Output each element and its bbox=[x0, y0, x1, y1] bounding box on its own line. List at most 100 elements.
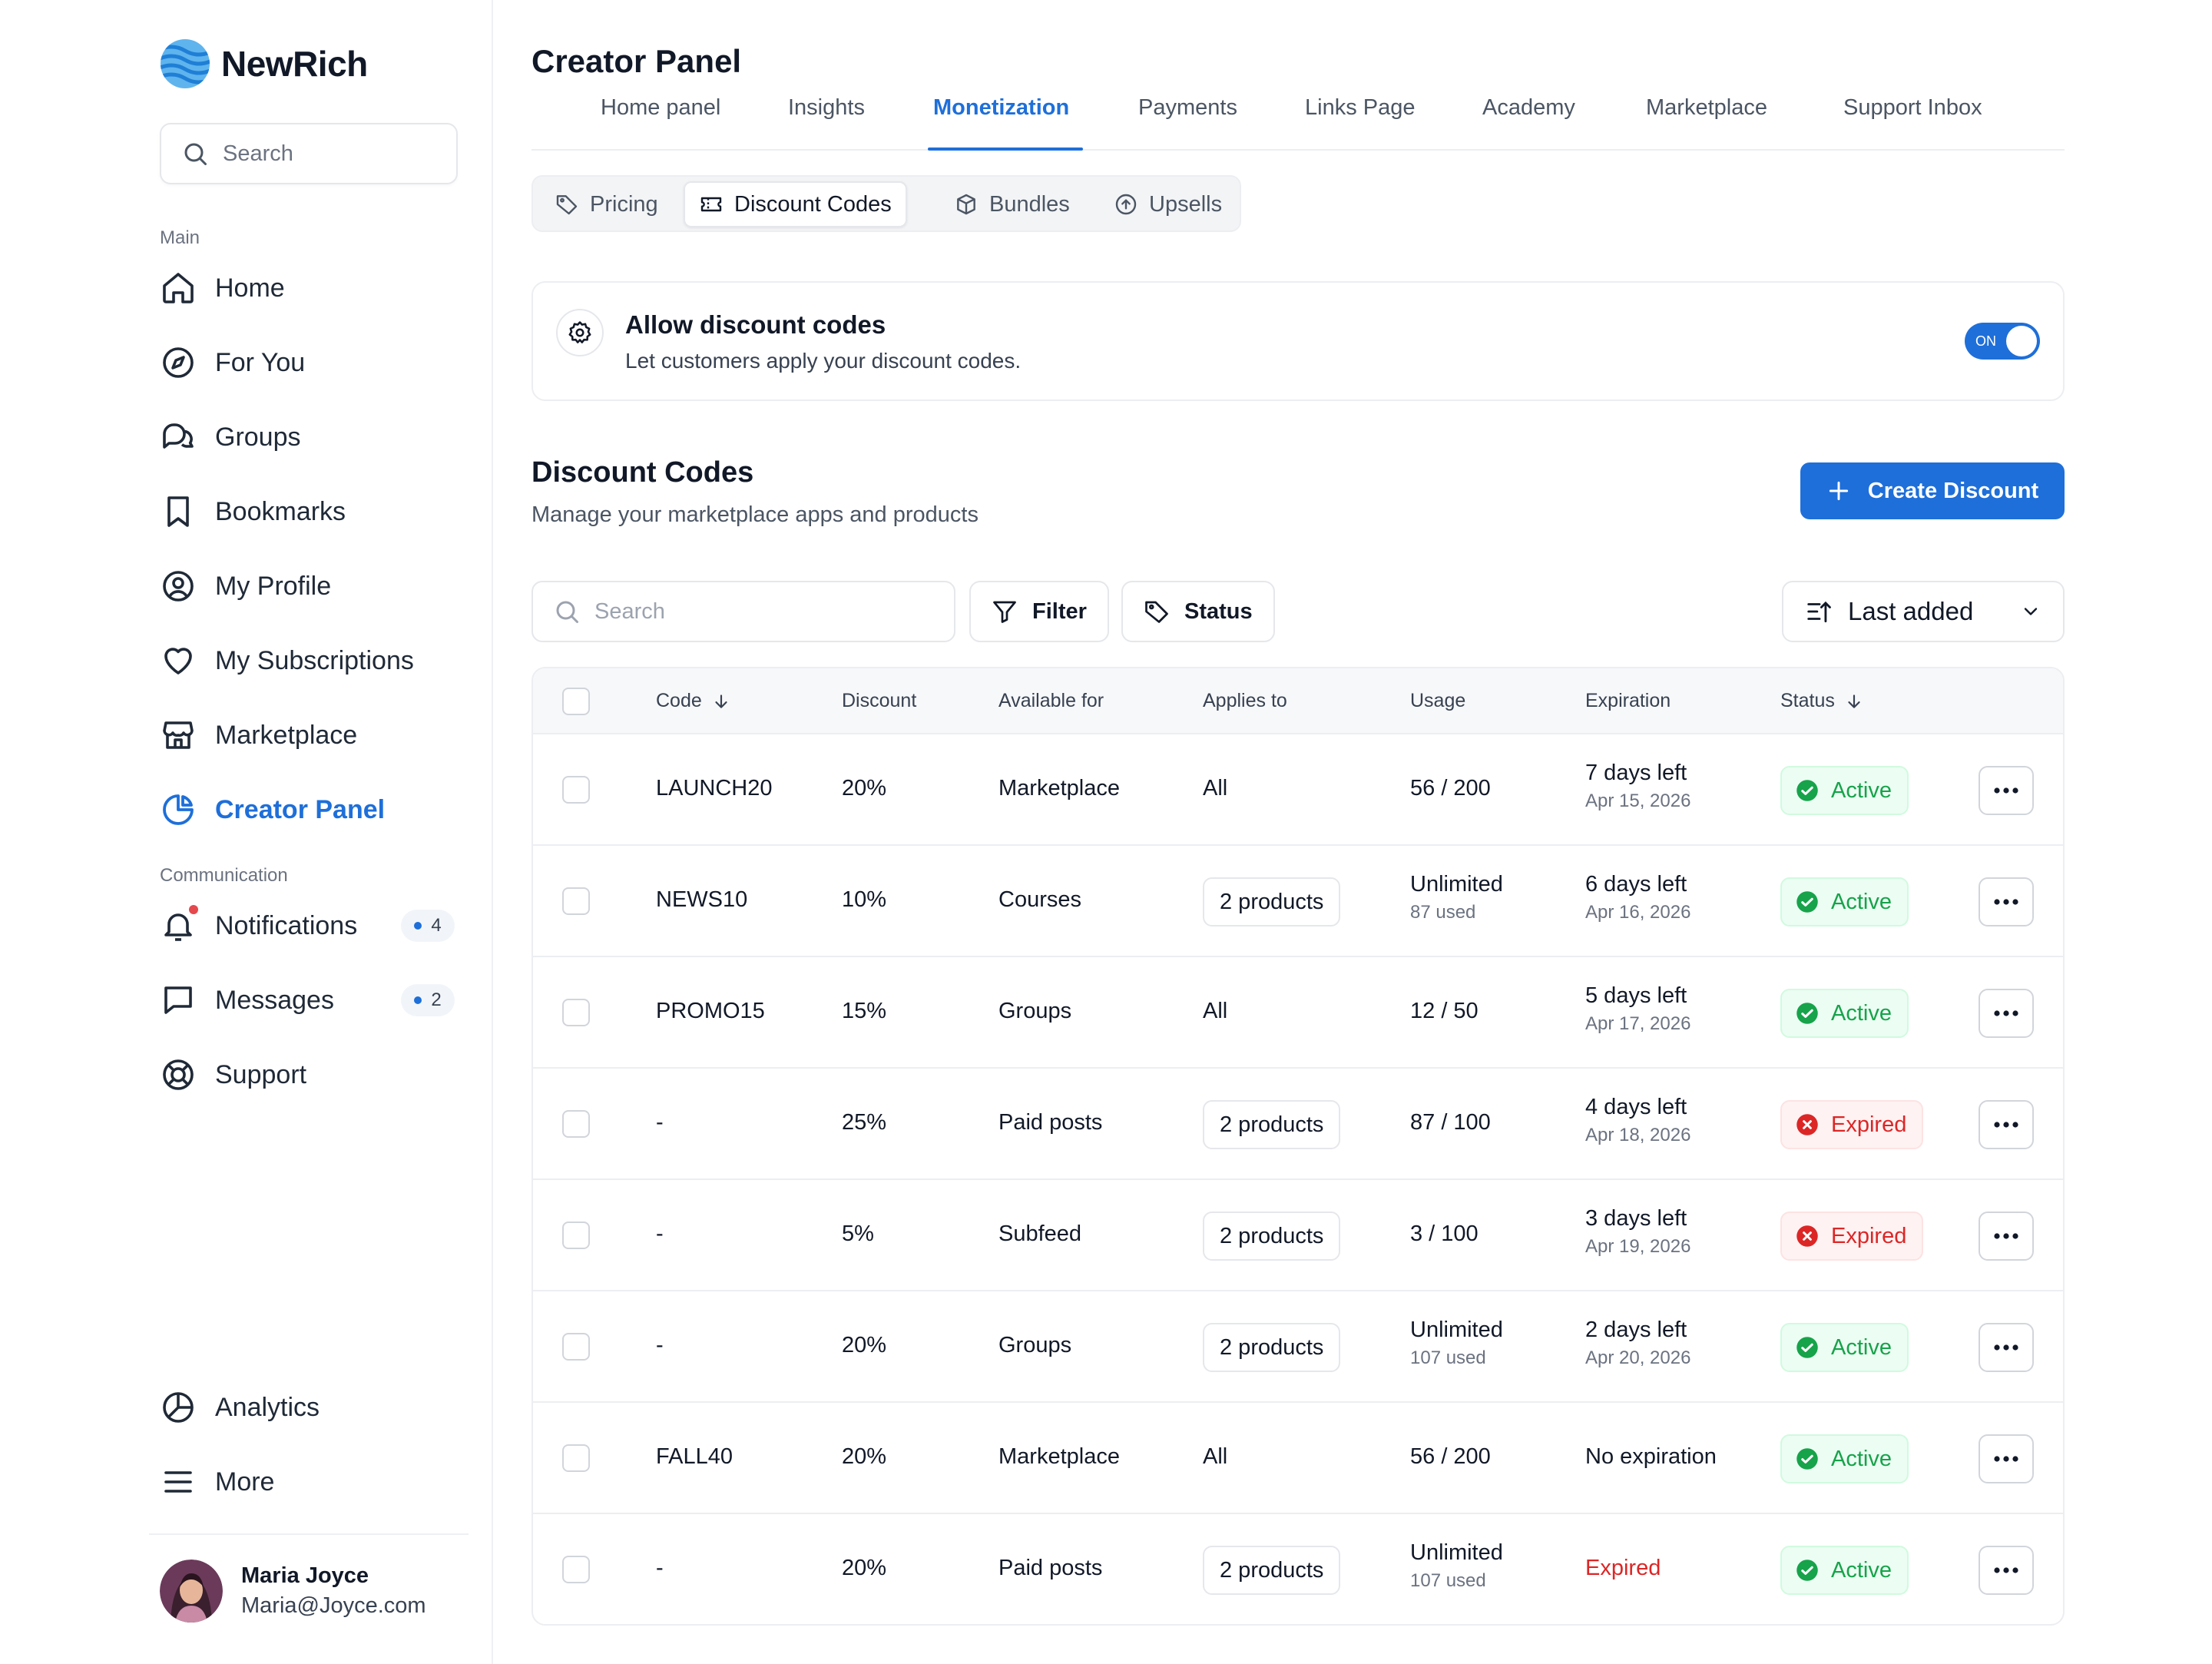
brand[interactable]: NewRich bbox=[160, 38, 368, 89]
allow-discount-card: Allow discount codes Let customers apply… bbox=[531, 281, 2065, 401]
subtab-pricing[interactable]: Pricing bbox=[541, 181, 672, 227]
column-header-code[interactable]: Code bbox=[656, 690, 731, 712]
row-actions-button[interactable] bbox=[1979, 766, 2034, 815]
create-discount-button[interactable]: Create Discount bbox=[1800, 462, 2065, 519]
row-checkbox[interactable] bbox=[562, 1556, 590, 1583]
column-header-status[interactable]: Status bbox=[1780, 690, 1864, 712]
allow-discount-toggle[interactable]: ON bbox=[1965, 323, 2040, 360]
row-actions-button[interactable] bbox=[1979, 1434, 2034, 1483]
cell-discount: 5% bbox=[842, 1221, 874, 1246]
row-actions-button[interactable] bbox=[1979, 1546, 2034, 1595]
tab-insights[interactable]: Insights bbox=[788, 95, 865, 120]
sidebar-item-analytics[interactable]: Analytics bbox=[160, 1381, 459, 1434]
tab-support-inbox[interactable]: Support Inbox bbox=[1843, 95, 1982, 120]
sidebar-item-support[interactable]: Support bbox=[160, 1048, 459, 1102]
tab-home-panel[interactable]: Home panel bbox=[601, 95, 721, 120]
check-circle-icon bbox=[1796, 1003, 1818, 1024]
filter-button[interactable]: Filter bbox=[969, 581, 1109, 642]
arrow-up-circle-icon bbox=[1115, 194, 1137, 215]
sidebar-item-label: Marketplace bbox=[215, 720, 358, 750]
avatar bbox=[160, 1560, 223, 1623]
sidebar-item-notifications[interactable]: Notifications 4 bbox=[160, 899, 459, 953]
sidebar-item-creator-panel[interactable]: Creator Panel bbox=[160, 783, 459, 837]
cell-code: FALL40 bbox=[656, 1444, 733, 1469]
table-row: NEWS10 10% Courses 2 products Unlimited 87 us… bbox=[533, 846, 2063, 957]
applies-to-products-pill[interactable]: 2 products bbox=[1203, 1212, 1341, 1261]
sidebar-search-input[interactable]: Search bbox=[160, 123, 458, 184]
row-actions-button[interactable] bbox=[1979, 989, 2034, 1038]
tab-links-page[interactable]: Links Page bbox=[1305, 95, 1416, 120]
messages-count-badge: 2 bbox=[401, 984, 455, 1016]
applies-to-products-pill[interactable]: 2 products bbox=[1203, 1546, 1341, 1595]
cell-discount: 25% bbox=[842, 1110, 887, 1135]
user-profile[interactable]: Maria Joyce Maria@Joyce.com bbox=[160, 1560, 426, 1623]
discount-codes-title: Discount Codes bbox=[531, 456, 754, 489]
cell-discount: 15% bbox=[842, 999, 887, 1023]
expiration-date: Apr 18, 2026 bbox=[1585, 1125, 1691, 1145]
tab-payments[interactable]: Payments bbox=[1138, 95, 1237, 120]
tab-marketplace[interactable]: Marketplace bbox=[1646, 95, 1767, 120]
table-row: FALL40 20% Marketplace All 56 / 200 No expira… bbox=[533, 1403, 2063, 1514]
sidebar-item-groups[interactable]: Groups bbox=[160, 410, 459, 464]
sidebar-item-bookmarks[interactable]: Bookmarks bbox=[160, 485, 459, 539]
x-circle-icon bbox=[1796, 1225, 1818, 1247]
tab-monetization[interactable]: Monetization bbox=[933, 95, 1070, 120]
more-horizontal-icon bbox=[1994, 1344, 2018, 1351]
sidebar-item-home[interactable]: Home bbox=[160, 261, 459, 315]
sidebar-item-messages[interactable]: Messages 2 bbox=[160, 973, 459, 1027]
sidebar-item-my-subscriptions[interactable]: My Subscriptions bbox=[160, 634, 459, 688]
notification-dot bbox=[189, 905, 198, 914]
cell-expiration: 4 days left Apr 18, 2026 bbox=[1585, 1095, 1691, 1145]
sidebar-item-my-profile[interactable]: My Profile bbox=[160, 559, 459, 613]
row-actions-button[interactable] bbox=[1979, 1212, 2034, 1261]
subtab-discount-codes[interactable]: Discount Codes bbox=[684, 181, 907, 227]
cell-available-for: Groups bbox=[998, 999, 1072, 1023]
sort-icon bbox=[1807, 601, 1831, 623]
select-all-checkbox[interactable] bbox=[562, 688, 590, 715]
sidebar-item-label: My Subscriptions bbox=[215, 645, 414, 675]
monetization-subtabs: Pricing Discount Codes Bundles Upsells bbox=[531, 175, 1241, 232]
sidebar-item-marketplace[interactable]: Marketplace bbox=[160, 708, 459, 762]
sidebar-item-label: Notifications bbox=[215, 910, 358, 940]
cell-expiration: 7 days left Apr 15, 2026 bbox=[1585, 761, 1691, 811]
row-actions-button[interactable] bbox=[1979, 1323, 2034, 1372]
row-checkbox[interactable] bbox=[562, 1221, 590, 1249]
pie-chart-icon bbox=[163, 794, 194, 825]
row-checkbox[interactable] bbox=[562, 1333, 590, 1361]
sidebar: NewRich Search Main Home For You Groups … bbox=[0, 0, 493, 1664]
row-actions-button[interactable] bbox=[1979, 877, 2034, 926]
row-checkbox[interactable] bbox=[562, 887, 590, 915]
usage-count: 87 used bbox=[1410, 902, 1476, 923]
more-horizontal-icon bbox=[1994, 1233, 2018, 1239]
bell-icon bbox=[164, 913, 192, 941]
sidebar-item-label: Creator Panel bbox=[215, 794, 386, 824]
row-checkbox[interactable] bbox=[562, 1444, 590, 1472]
row-checkbox[interactable] bbox=[562, 1110, 590, 1138]
applies-to-products-pill[interactable]: 2 products bbox=[1203, 877, 1341, 926]
brand-logo-icon bbox=[161, 39, 210, 88]
sort-select[interactable]: Last added bbox=[1782, 581, 2065, 642]
status-badge: Active bbox=[1780, 1323, 1909, 1372]
subtab-bundles[interactable]: Bundles bbox=[940, 181, 1084, 227]
settings-badge bbox=[556, 309, 604, 356]
row-checkbox[interactable] bbox=[562, 776, 590, 804]
sidebar-item-for-you[interactable]: For You bbox=[160, 336, 459, 389]
sidebar-item-more[interactable]: More bbox=[160, 1455, 459, 1509]
cell-available-for: Courses bbox=[998, 887, 1081, 912]
cell-available-for: Paid posts bbox=[998, 1110, 1103, 1135]
applies-to-products-pill[interactable]: 2 products bbox=[1203, 1100, 1341, 1149]
status-badge: Active bbox=[1780, 1434, 1909, 1483]
cell-expiration: 3 days left Apr 19, 2026 bbox=[1585, 1206, 1691, 1257]
status-badge: Active bbox=[1780, 877, 1909, 926]
row-checkbox[interactable] bbox=[562, 999, 590, 1026]
cell-usage: Unlimited 87 used bbox=[1410, 872, 1503, 923]
table-search-input[interactable]: Search bbox=[531, 581, 955, 642]
status-filter-button[interactable]: Status bbox=[1121, 581, 1275, 642]
tab-academy[interactable]: Academy bbox=[1482, 95, 1575, 120]
row-actions-button[interactable] bbox=[1979, 1100, 2034, 1149]
applies-to-products-pill[interactable]: 2 products bbox=[1203, 1323, 1341, 1372]
sidebar-item-label: For You bbox=[215, 347, 306, 377]
more-horizontal-icon bbox=[1994, 787, 2018, 794]
subtab-upsells[interactable]: Upsells bbox=[1100, 181, 1236, 227]
cell-code: - bbox=[656, 1333, 664, 1357]
